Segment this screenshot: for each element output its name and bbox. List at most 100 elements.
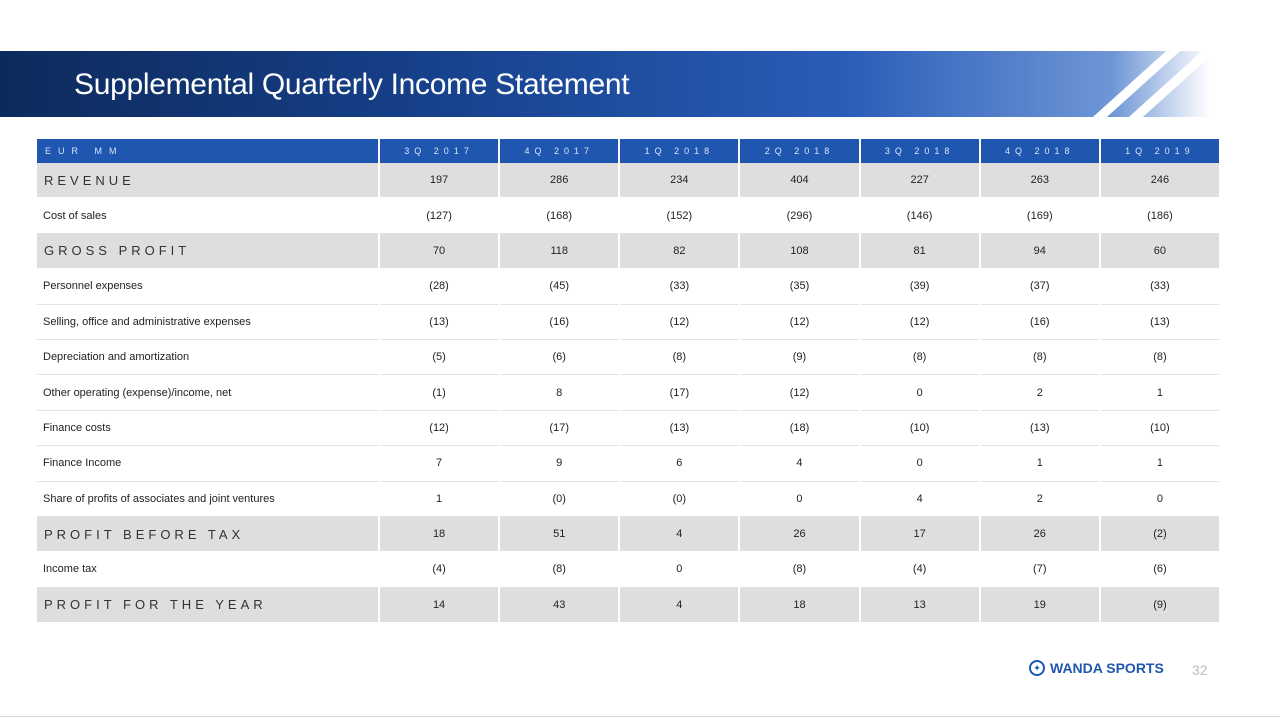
row-label: Cost of sales	[37, 198, 378, 234]
table-row: Share of profits of associates and joint…	[37, 482, 1219, 517]
row-label: GROSS PROFIT	[37, 233, 378, 270]
table-cell: 18	[740, 587, 859, 624]
row-label: PROFIT FOR THE YEAR	[37, 587, 378, 624]
table-cell: (8)	[860, 340, 979, 376]
table-cell: 51	[500, 516, 619, 553]
row-label: Share of profits of associates and joint…	[37, 482, 378, 517]
table-cell: (168)	[500, 198, 619, 234]
table-cell: (16)	[500, 305, 619, 340]
table-cell: 8	[500, 375, 619, 411]
table-cell: (12)	[740, 305, 859, 340]
table-cell: (28)	[380, 269, 499, 305]
table-cell: 14	[380, 587, 499, 624]
column-header: 2Q 2018	[740, 139, 859, 163]
table-cell: 26	[980, 516, 1099, 553]
table-cell: (16)	[980, 305, 1099, 340]
table-cell: 4	[740, 446, 859, 482]
table-cell: 1	[1100, 446, 1219, 482]
table-row: Depreciation and amortization (5) (6) (8) (9…	[37, 340, 1219, 376]
table-cell: 1	[980, 446, 1099, 482]
table-cell: 227	[860, 163, 979, 199]
table-cell: (146)	[860, 198, 979, 234]
brand-name: WANDA SPORTS	[1050, 660, 1164, 676]
table-cell: (152)	[620, 198, 739, 234]
table-row: Other operating (expense)/income, net (1)…	[37, 375, 1219, 411]
table-cell: (4)	[380, 552, 499, 588]
table-cell: 13	[860, 587, 979, 624]
table-cell: 263	[980, 163, 1099, 199]
row-label: REVENUE	[37, 163, 378, 199]
table-cell: (39)	[860, 269, 979, 305]
column-header: 3Q 2017	[380, 139, 499, 163]
table-cell: (12)	[740, 375, 859, 411]
table-cell: (13)	[1100, 305, 1219, 340]
brand-logo: ✦ WANDA SPORTS	[1029, 660, 1164, 676]
table-cell: (12)	[860, 305, 979, 340]
table-cell: (10)	[860, 411, 979, 447]
table-cell: 2	[980, 375, 1099, 411]
column-header: EUR MM	[37, 139, 378, 163]
table-cell: 1	[1100, 375, 1219, 411]
table-cell: (13)	[620, 411, 739, 447]
table-cell: (5)	[380, 340, 499, 376]
table-cell: (8)	[740, 552, 859, 588]
table-cell: (13)	[980, 411, 1099, 447]
table-row: Cost of sales (127) (168) (152) (296) (146) (1…	[37, 198, 1219, 234]
table-cell: 286	[500, 163, 619, 199]
table-cell: 82	[620, 233, 739, 270]
table-cell: (17)	[620, 375, 739, 411]
row-label: Other operating (expense)/income, net	[37, 375, 378, 411]
table-row: REVENUE 197 286 234 404 227 263 246	[37, 163, 1219, 199]
table-cell: 404	[740, 163, 859, 199]
table-cell: (33)	[620, 269, 739, 305]
bottom-divider	[0, 716, 1280, 717]
table-cell: 26	[740, 516, 859, 553]
table-cell: 6	[620, 446, 739, 482]
table-cell: 197	[380, 163, 499, 199]
table-cell: (2)	[1100, 516, 1219, 553]
table-cell: (37)	[980, 269, 1099, 305]
table-cell: (45)	[500, 269, 619, 305]
table-cell: 9	[500, 446, 619, 482]
slide-title: Supplemental Quarterly Income Statement	[74, 68, 630, 101]
table-cell: 2	[980, 482, 1099, 517]
table-cell: 7	[380, 446, 499, 482]
table-cell: 94	[980, 233, 1099, 270]
table-cell: 70	[380, 233, 499, 270]
row-label: Selling, office and administrative expen…	[37, 305, 378, 340]
table-row: Finance costs (12) (17) (13) (18) (10) (13) (10…	[37, 411, 1219, 447]
table-row: PROFIT BEFORE TAX 18 51 4 26 17 26 (2)	[37, 516, 1219, 553]
title-banner: Supplemental Quarterly Income Statement	[0, 51, 1210, 117]
table-cell: (6)	[1100, 552, 1219, 588]
column-header: 1Q 2018	[620, 139, 739, 163]
table-cell: 4	[860, 482, 979, 517]
row-label: Income tax	[37, 552, 378, 588]
row-label: Finance costs	[37, 411, 378, 447]
table-cell: (13)	[380, 305, 499, 340]
table-cell: 60	[1100, 233, 1219, 270]
table-cell: 118	[500, 233, 619, 270]
table-cell: (186)	[1100, 198, 1219, 234]
table-cell: 17	[860, 516, 979, 553]
table-row: GROSS PROFIT 70 118 82 108 81 94 60	[37, 233, 1219, 270]
table-cell: (8)	[1100, 340, 1219, 376]
table-cell: 4	[620, 516, 739, 553]
table-cell: 19	[980, 587, 1099, 624]
table-cell: (127)	[380, 198, 499, 234]
table-cell: 0	[740, 482, 859, 517]
table-cell: 246	[1100, 163, 1219, 199]
table-cell: (8)	[620, 340, 739, 376]
table-cell: (169)	[980, 198, 1099, 234]
table-cell: 4	[620, 587, 739, 624]
table-cell: (12)	[620, 305, 739, 340]
column-header: 4Q 2018	[980, 139, 1099, 163]
table-cell: (1)	[380, 375, 499, 411]
table-cell: (18)	[740, 411, 859, 447]
table-cell: 0	[620, 552, 739, 588]
table-row: Income tax (4) (8) 0 (8) (4) (7) (6)	[37, 552, 1219, 588]
column-header: 1Q 2019	[1100, 139, 1219, 163]
table-header-row: EUR MM 3Q 2017 4Q 2017 1Q 2018 2Q 2018 3…	[37, 139, 1219, 163]
table-cell: (0)	[620, 482, 739, 517]
table-cell: (33)	[1100, 269, 1219, 305]
table-cell: 0	[1100, 482, 1219, 517]
